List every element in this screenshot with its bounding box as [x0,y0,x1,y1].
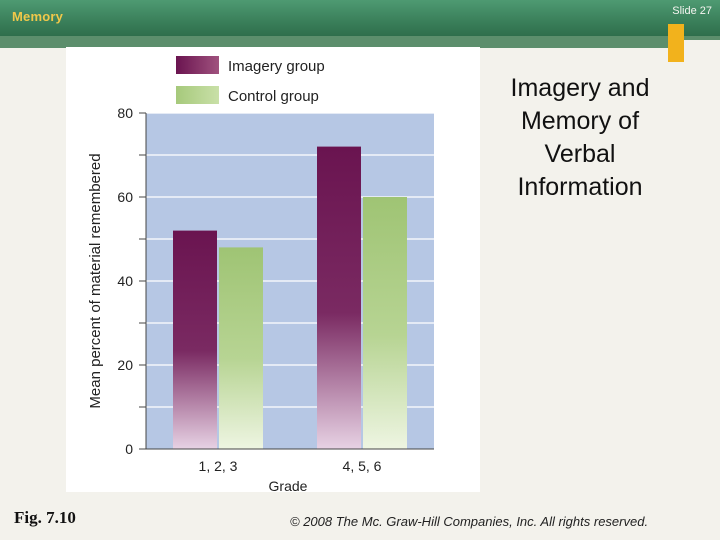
copyright-notice: © 2008 The Mc. Graw-Hill Companies, Inc.… [290,514,649,529]
y-tick-label: 60 [117,189,133,205]
legend-swatch-imagery [176,56,219,74]
slide-header-bar: Memory Slide 27 [0,0,720,36]
section-title: Memory [12,9,64,24]
bar-imagery-grade-2 [317,146,361,449]
slide-title: Imagery and Memory of Verbal Information [510,74,650,201]
y-tick-label: 0 [125,441,133,457]
legend-swatch-control [176,86,219,104]
figure-label: Fig. 7.10 [14,508,76,527]
slide-number: Slide 27 [672,5,712,17]
y-axis-label: Mean percent of material remembered [87,153,104,408]
bar-chart: 0 20 40 60 80 1, 2, 3 4, 5, 6 Mean percent of … [87,56,434,492]
header-rule [0,36,684,48]
legend-label-imagery: Imagery group [228,58,325,75]
legend-label-control: Control group [228,88,319,105]
bar-imagery-grade-1 [173,230,217,449]
y-tick-label: 40 [117,273,133,289]
header-accent-block [668,24,684,62]
x-tick-label: 1, 2, 3 [199,458,238,474]
bar-control-grade-1 [219,247,263,449]
y-tick-label: 80 [117,105,133,121]
y-tick-label: 20 [117,357,133,373]
x-tick-label: 4, 5, 6 [343,458,382,474]
figure-panel: 0 20 40 60 80 1, 2, 3 4, 5, 6 Mean percent of … [66,47,480,492]
x-axis-label: Grade [269,478,308,492]
header-rule-stub [684,36,720,40]
bar-control-grade-2 [363,197,407,449]
